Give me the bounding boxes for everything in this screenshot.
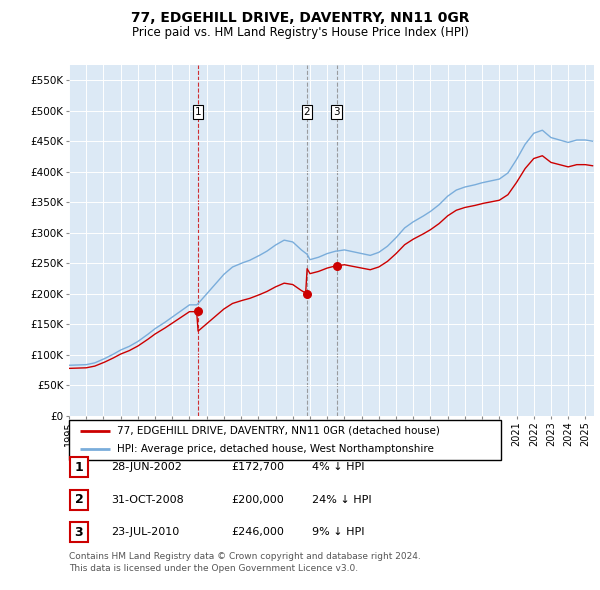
Text: 23-JUL-2010: 23-JUL-2010 bbox=[111, 527, 179, 537]
Point bbox=[302, 289, 312, 299]
Text: Contains HM Land Registry data © Crown copyright and database right 2024.
This d: Contains HM Land Registry data © Crown c… bbox=[69, 552, 421, 573]
Text: £172,700: £172,700 bbox=[231, 463, 284, 472]
Text: 2: 2 bbox=[74, 493, 83, 506]
Point bbox=[332, 261, 341, 270]
Text: 3: 3 bbox=[74, 526, 83, 539]
Text: 1: 1 bbox=[194, 107, 201, 117]
Text: 1: 1 bbox=[74, 461, 83, 474]
Text: 28-JUN-2002: 28-JUN-2002 bbox=[111, 463, 182, 472]
Text: 24% ↓ HPI: 24% ↓ HPI bbox=[312, 495, 371, 504]
Point bbox=[193, 306, 203, 315]
Text: HPI: Average price, detached house, West Northamptonshire: HPI: Average price, detached house, West… bbox=[116, 444, 433, 454]
Text: £246,000: £246,000 bbox=[231, 527, 284, 537]
Text: £200,000: £200,000 bbox=[231, 495, 284, 504]
Text: 77, EDGEHILL DRIVE, DAVENTRY, NN11 0GR: 77, EDGEHILL DRIVE, DAVENTRY, NN11 0GR bbox=[131, 11, 469, 25]
Text: 3: 3 bbox=[334, 107, 340, 117]
Text: Price paid vs. HM Land Registry's House Price Index (HPI): Price paid vs. HM Land Registry's House … bbox=[131, 26, 469, 39]
Text: 77, EDGEHILL DRIVE, DAVENTRY, NN11 0GR (detached house): 77, EDGEHILL DRIVE, DAVENTRY, NN11 0GR (… bbox=[116, 426, 439, 436]
Text: 9% ↓ HPI: 9% ↓ HPI bbox=[312, 527, 365, 537]
Text: 31-OCT-2008: 31-OCT-2008 bbox=[111, 495, 184, 504]
Text: 2: 2 bbox=[304, 107, 310, 117]
Text: 4% ↓ HPI: 4% ↓ HPI bbox=[312, 463, 365, 472]
